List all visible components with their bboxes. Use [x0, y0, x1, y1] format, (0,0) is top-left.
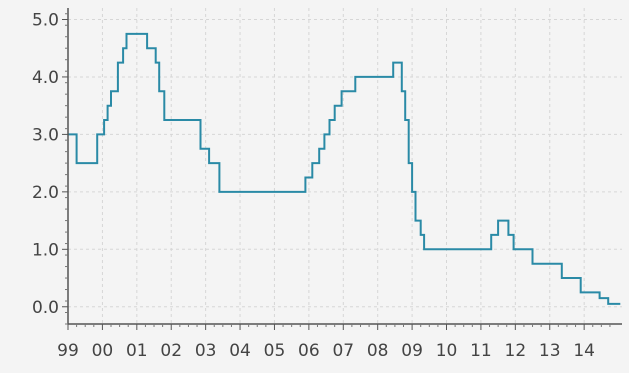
x-tick-label-10: 10 [436, 341, 458, 361]
x-tick-label-09: 09 [401, 341, 423, 361]
y-tick-label-2.0: 2.0 [32, 183, 59, 203]
x-tick-label-00: 00 [92, 341, 114, 361]
x-tick-label-03: 03 [195, 341, 217, 361]
y-tick-label-0.0: 0.0 [32, 298, 59, 318]
y-tick-label-4.0: 4.0 [32, 68, 59, 88]
tick-marks [62, 13, 611, 330]
grid-lines [67, 8, 622, 324]
x-tick-label-02: 02 [160, 341, 182, 361]
x-tick-label-13: 13 [539, 341, 561, 361]
x-tick-label-04: 04 [229, 341, 251, 361]
x-tick-label-11: 11 [470, 341, 492, 361]
tick-labels: 0.0 1.0 2.0 3.0 4.0 5.0 99 00 01 02 03 04 05 06 07 08 09… [32, 10, 595, 361]
x-tick-label-07: 07 [332, 341, 354, 361]
x-tick-label-08: 08 [367, 341, 389, 361]
y-tick-label-5.0: 5.0 [32, 10, 59, 30]
x-tick-label-99: 99 [57, 341, 79, 361]
x-tick-label-06: 06 [298, 341, 320, 361]
series-layer [68, 32, 621, 305]
y-tick-label-1.0: 1.0 [32, 240, 59, 260]
x-tick-label-05: 05 [264, 341, 286, 361]
x-tick-label-12: 12 [505, 341, 527, 361]
axes [67, 8, 622, 325]
y-tick-label-3.0: 3.0 [32, 125, 59, 145]
x-tick-label-01: 01 [126, 341, 148, 361]
x-tick-label-14: 14 [573, 341, 595, 361]
series-line-0 [68, 32, 621, 305]
